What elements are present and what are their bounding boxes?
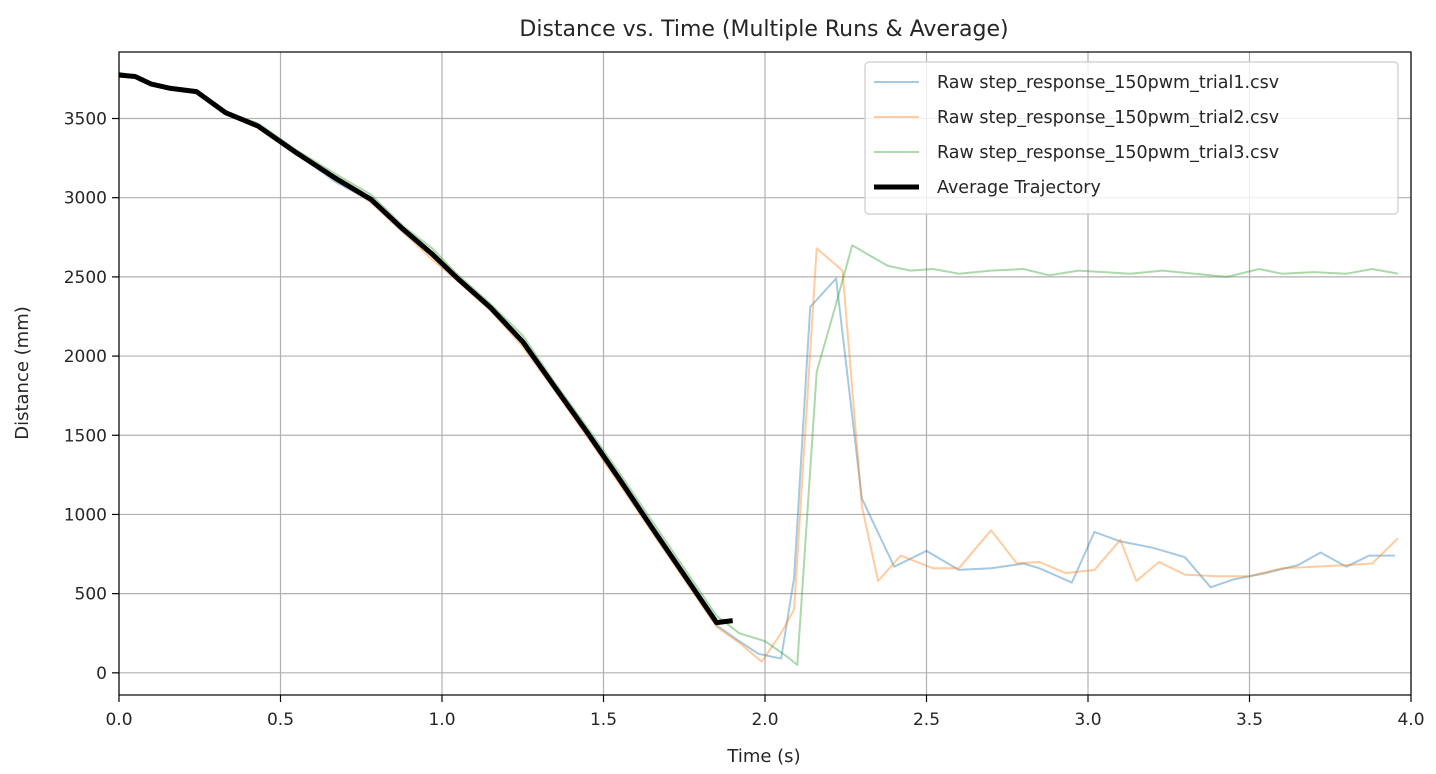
x-tick-label: 3.5 xyxy=(1236,710,1263,730)
legend: Raw step_response_150pwm_trial1.csv Raw s… xyxy=(864,61,1399,215)
y-tick-label: 3500 xyxy=(64,110,107,130)
y-axis-label: Distance (mm) xyxy=(12,306,33,440)
x-tick-label: 4.0 xyxy=(1397,710,1424,730)
y-tick-label: 2000 xyxy=(64,347,107,367)
chart-title: Distance vs. Time (Multiple Runs & Avera… xyxy=(519,17,1008,42)
plot-area xyxy=(119,71,1399,666)
legend-label: Raw step_response_150pwm_trial2.csv xyxy=(937,108,1279,128)
y-tick-label: 3000 xyxy=(64,189,107,209)
y-tick-label: 1000 xyxy=(64,505,107,525)
x-tick-label: 2.0 xyxy=(751,710,778,730)
axes-frame xyxy=(118,51,1412,696)
legend-label: Raw step_response_150pwm_trial1.csv xyxy=(937,73,1279,93)
y-tick-label: 500 xyxy=(75,585,107,605)
x-tick-label: 1.5 xyxy=(590,710,617,730)
x-axis-label: Time (s) xyxy=(726,746,800,767)
x-tick-label: 0.0 xyxy=(105,710,132,730)
series-line-3 xyxy=(119,71,1399,666)
x-tick-label: 0.5 xyxy=(267,710,294,730)
x-tick-label: 2.5 xyxy=(913,710,940,730)
series-line-4 xyxy=(119,72,734,626)
legend-label: Raw step_response_150pwm_trial3.csv xyxy=(937,143,1279,163)
legend-box xyxy=(864,61,1399,215)
legend-label: Average Trajectory xyxy=(937,178,1101,198)
y-tick-label: 2500 xyxy=(64,268,107,288)
y-tick-label: 1500 xyxy=(64,426,107,446)
x-axis-ticks: 0.0 0.5 1.0 1.5 2.0 2.5 3.0 3.5 4.0 xyxy=(105,695,1425,730)
y-axis-ticks: 0 500 1000 1500 2000 2500 3000 3500 xyxy=(64,110,119,684)
x-tick-label: 3.0 xyxy=(1074,710,1101,730)
y-tick-label: 0 xyxy=(96,664,107,684)
x-tick-label: 1.0 xyxy=(428,710,455,730)
